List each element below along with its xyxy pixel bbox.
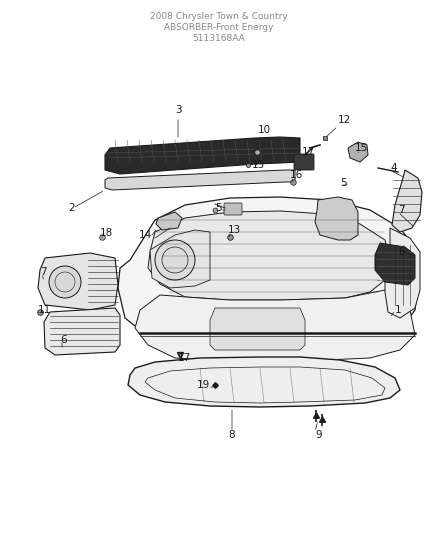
Polygon shape <box>348 142 368 162</box>
Polygon shape <box>118 197 418 355</box>
Polygon shape <box>44 308 120 355</box>
Circle shape <box>49 266 81 298</box>
Text: 16: 16 <box>290 170 303 180</box>
Text: 10: 10 <box>258 125 271 135</box>
Text: 12: 12 <box>338 115 351 125</box>
Text: ABSORBER-Front Energy: ABSORBER-Front Energy <box>164 23 274 32</box>
Polygon shape <box>150 230 210 288</box>
Polygon shape <box>135 290 415 362</box>
Polygon shape <box>128 357 400 407</box>
Polygon shape <box>38 253 118 310</box>
Text: 6: 6 <box>398 247 405 257</box>
Polygon shape <box>105 137 300 174</box>
FancyBboxPatch shape <box>224 203 242 215</box>
Text: 13: 13 <box>228 225 241 235</box>
Text: 11: 11 <box>38 305 51 315</box>
Text: 9: 9 <box>315 430 321 440</box>
Polygon shape <box>392 170 422 232</box>
Text: 4: 4 <box>390 163 397 173</box>
Text: 6: 6 <box>60 335 67 345</box>
Text: 19: 19 <box>197 380 210 390</box>
Circle shape <box>155 240 195 280</box>
Polygon shape <box>315 197 358 240</box>
Text: 1: 1 <box>395 305 402 315</box>
Text: 5: 5 <box>340 178 346 188</box>
Text: 5113168AA: 5113168AA <box>193 34 245 43</box>
Text: 13: 13 <box>252 160 265 170</box>
Text: 2: 2 <box>68 203 75 213</box>
Polygon shape <box>375 243 415 285</box>
Polygon shape <box>105 170 295 190</box>
Polygon shape <box>148 211 390 300</box>
Polygon shape <box>385 228 420 318</box>
Polygon shape <box>156 212 182 230</box>
Text: 5: 5 <box>215 203 222 213</box>
FancyBboxPatch shape <box>294 154 314 170</box>
Text: 7: 7 <box>40 267 46 277</box>
Text: 7: 7 <box>398 205 405 215</box>
Text: 14: 14 <box>139 230 152 240</box>
Polygon shape <box>210 308 305 350</box>
Text: 3: 3 <box>175 105 181 115</box>
Text: 17: 17 <box>178 353 191 363</box>
Text: 2008 Chrysler Town & Country: 2008 Chrysler Town & Country <box>150 12 288 21</box>
Text: 15: 15 <box>355 143 368 153</box>
Text: 8: 8 <box>229 430 235 440</box>
Text: 18: 18 <box>100 228 113 238</box>
Text: 17: 17 <box>302 147 315 157</box>
